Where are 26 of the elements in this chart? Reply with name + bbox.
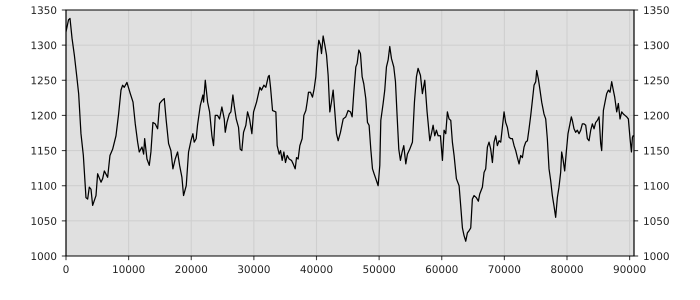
y-tick-label: 1300 [32, 41, 56, 50]
y2-tick-label: 1200 [644, 112, 669, 120]
x-tick-label: 70000 [488, 265, 520, 274]
y-tick-label: 1100 [32, 182, 56, 190]
x-tick-label: 0 [63, 265, 69, 274]
x-tick-label: 30000 [238, 265, 270, 274]
y2-tick-label: 1050 [644, 217, 669, 225]
y-tick-label: 1350 [32, 6, 56, 14]
y-tick-label: 1200 [32, 112, 56, 120]
y2-tick-label: 1150 [644, 146, 669, 155]
y-tick-label: 1250 [32, 76, 56, 84]
y2-tick-label: 1300 [644, 41, 669, 50]
x-tick-label: 20000 [175, 265, 208, 274]
x-tick-label: 10000 [113, 265, 144, 274]
y-tick-label: 1050 [32, 217, 56, 225]
y2-tick-label: 1250 [644, 76, 669, 84]
x-tick-label: 40000 [300, 265, 332, 274]
y-tick-label: 1000 [32, 252, 56, 260]
x-tick-label: 50000 [363, 265, 395, 274]
x-tick-label: 90000 [614, 265, 646, 274]
x-tick-label: 60000 [426, 265, 458, 274]
y-tick-label: 1150 [32, 146, 56, 155]
x-tick-label: 80000 [551, 265, 583, 274]
y2-tick-label: 1350 [644, 6, 669, 14]
y2-tick-label: 1000 [644, 252, 669, 260]
y2-tick-label: 1100 [644, 182, 669, 190]
